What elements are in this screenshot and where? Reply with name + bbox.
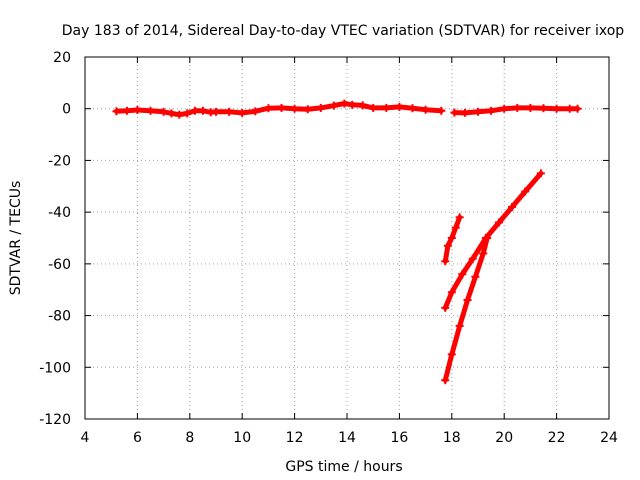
- data-point: [513, 103, 522, 112]
- series-main-track: [112, 99, 446, 119]
- data-point: [437, 106, 446, 115]
- data-point: [463, 296, 472, 305]
- data-point: [264, 104, 273, 113]
- data-point: [526, 103, 535, 112]
- data-point: [539, 104, 548, 113]
- data-point: [483, 234, 492, 242]
- data-point: [500, 104, 509, 113]
- data-point: [382, 103, 391, 112]
- data-point: [251, 107, 260, 116]
- series-late-track: [450, 103, 582, 117]
- data-point: [369, 103, 378, 112]
- data-point: [460, 108, 469, 117]
- data-point: [447, 350, 456, 359]
- data-point: [536, 169, 545, 178]
- data-point: [573, 104, 582, 113]
- data-point: [455, 321, 464, 330]
- data-point: [455, 213, 464, 222]
- data-point: [494, 218, 503, 227]
- data-point: [441, 303, 450, 312]
- y-tick-label: -20: [48, 153, 71, 169]
- x-tick-label: 20: [495, 430, 513, 446]
- data-point: [146, 106, 155, 115]
- x-tick-label: 18: [443, 430, 461, 446]
- data-point: [447, 234, 456, 242]
- data-series: [112, 99, 582, 385]
- data-point: [487, 106, 496, 115]
- x-tick-label: 24: [600, 430, 618, 446]
- data-point: [479, 249, 488, 258]
- series-arc-lower: [441, 234, 492, 385]
- data-point: [183, 109, 192, 118]
- y-tick-label: 0: [62, 102, 71, 118]
- y-tick-label: -60: [48, 257, 71, 273]
- x-tick-label: 12: [286, 430, 304, 446]
- series-arc-short: [441, 213, 464, 266]
- data-point: [565, 104, 574, 113]
- x-tick-label: 8: [185, 430, 194, 446]
- x-tick-label: 22: [548, 430, 566, 446]
- data-point: [421, 105, 430, 114]
- data-point: [443, 241, 452, 250]
- x-tick-label: 10: [233, 430, 251, 446]
- axis-ticks: 4 6 8 10 12 14 16 18 20 22 24 20 0 -20 -40 -60 -80 -100 -1…: [39, 50, 618, 446]
- x-tick-label: 14: [338, 430, 356, 446]
- series-arc-upper: [441, 169, 545, 312]
- data-point: [451, 223, 460, 232]
- data-point: [167, 109, 176, 118]
- data-point: [348, 100, 357, 109]
- x-tick-label: 16: [390, 430, 408, 446]
- data-point: [441, 257, 450, 266]
- data-point: [329, 101, 338, 110]
- data-point: [225, 107, 234, 116]
- data-point: [468, 254, 477, 263]
- data-point: [290, 104, 299, 113]
- data-point: [508, 202, 517, 211]
- data-point: [159, 107, 168, 116]
- y-tick-label: -80: [48, 309, 71, 325]
- data-point: [395, 102, 404, 111]
- data-point: [238, 108, 247, 117]
- data-point: [358, 101, 367, 110]
- x-tick-label: 4: [81, 430, 90, 446]
- y-tick-label: -40: [48, 205, 71, 221]
- y-tick-label: -100: [39, 360, 71, 376]
- data-point: [112, 107, 121, 116]
- data-point: [340, 99, 349, 108]
- data-point: [552, 104, 561, 113]
- data-point: [521, 187, 530, 196]
- data-point: [133, 106, 142, 115]
- data-point: [198, 106, 207, 115]
- data-point: [447, 288, 456, 297]
- y-axis-label: SDTVAR / TECUs: [8, 181, 24, 296]
- data-point: [316, 103, 325, 112]
- data-point: [277, 103, 286, 112]
- x-tick-label: 6: [133, 430, 142, 446]
- data-point: [441, 376, 450, 385]
- data-point: [408, 104, 417, 113]
- data-point: [303, 105, 312, 114]
- data-point: [471, 272, 480, 281]
- y-tick-label: -120: [39, 412, 71, 428]
- chart-title: Day 183 of 2014, Sidereal Day-to-day VTE…: [62, 23, 625, 39]
- y-tick-label: 20: [53, 50, 71, 66]
- data-point: [212, 107, 220, 116]
- data-point: [175, 110, 184, 119]
- data-point: [191, 106, 200, 115]
- data-point: [450, 108, 459, 117]
- data-point: [474, 107, 482, 116]
- x-axis-label: GPS time / hours: [285, 459, 402, 475]
- series-line: [442, 170, 544, 311]
- data-point: [122, 106, 131, 115]
- data-point: [458, 270, 467, 279]
